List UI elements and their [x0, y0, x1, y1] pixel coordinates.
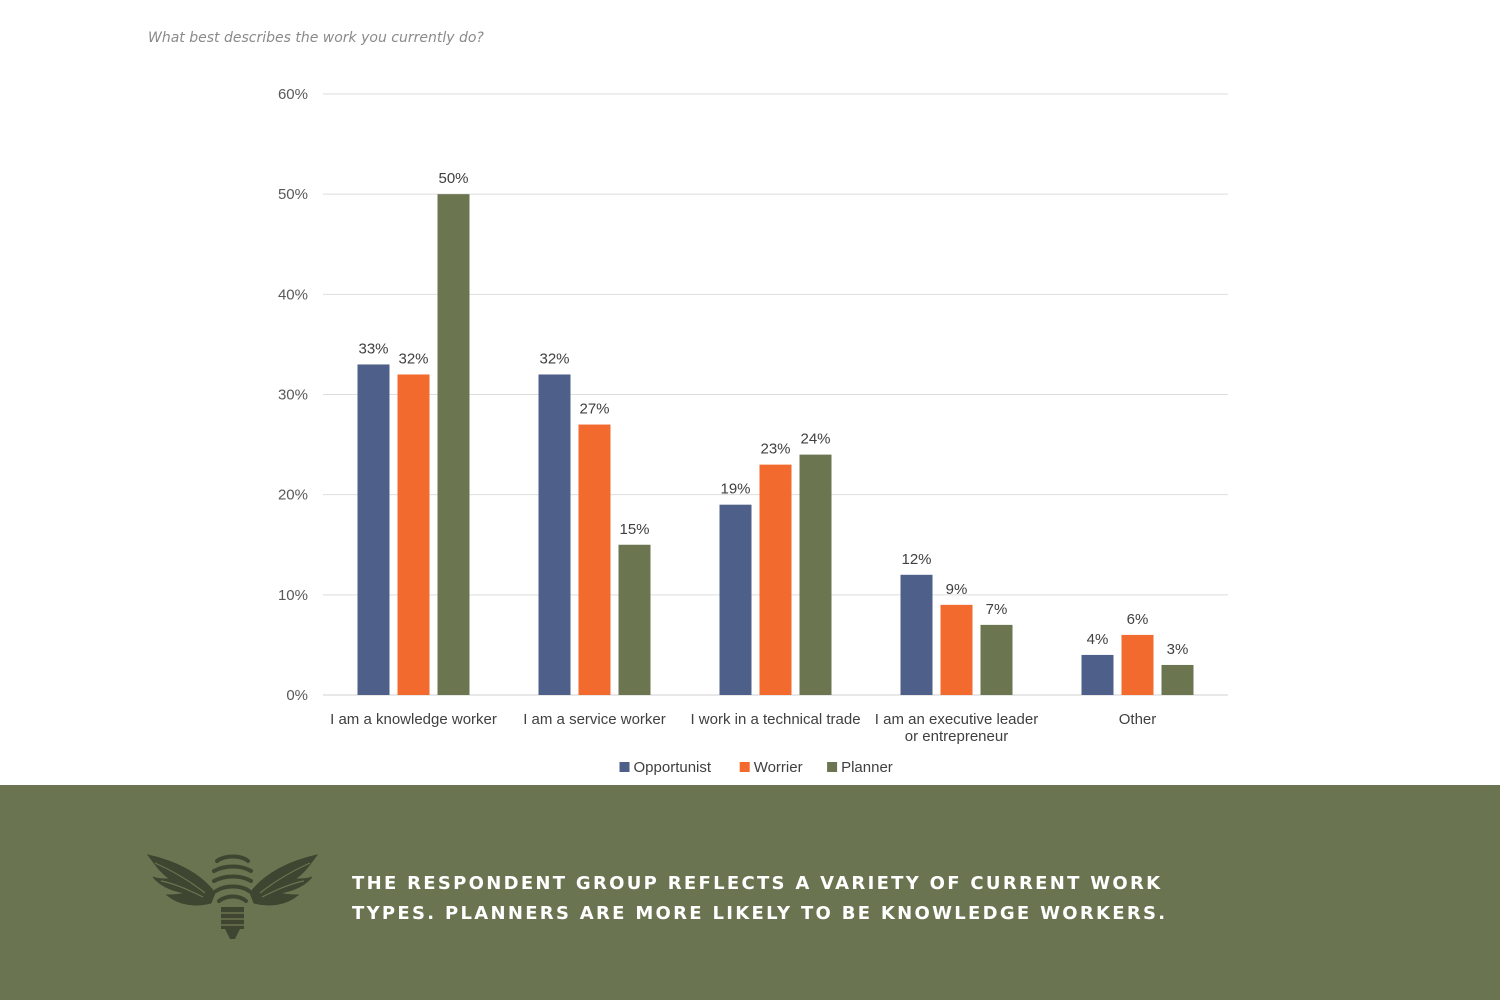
data-label: 7%: [986, 601, 1008, 618]
bar-opportunist: [719, 504, 752, 695]
bar-opportunist: [357, 364, 390, 695]
bar-opportunist: [900, 574, 933, 695]
data-label: 33%: [358, 340, 388, 357]
data-label: 50%: [438, 170, 468, 187]
data-label: 6%: [1127, 611, 1149, 628]
data-label: 32%: [539, 350, 569, 367]
x-category-label: I am an executive leader or entrepreneur: [875, 711, 1038, 745]
bar-planner: [618, 544, 651, 695]
data-label: 12%: [901, 551, 931, 568]
y-axis: 0% 10% 20% 30% 40% 50% 60%: [278, 86, 308, 704]
bar-planner: [980, 624, 1013, 695]
bar-opportunist: [1081, 654, 1114, 695]
bar-worrier: [1121, 634, 1154, 695]
legend-item-opportunist: Opportunist: [619, 759, 712, 776]
legend: Opportunist Worrier Planner: [619, 759, 893, 776]
bar-chart: 0% 10% 20% 30% 40% 50% 60% 33% 32% 50% 32% 27% 15% 1…: [278, 86, 1228, 776]
bar-opportunist: [538, 374, 571, 695]
data-labels: 33% 32% 50% 32% 27% 15% 19% 23% 24% 12% 9% 7% 4% 6% 3%: [358, 170, 1188, 658]
data-label: 27%: [579, 401, 609, 418]
data-label: 3%: [1167, 641, 1189, 658]
winged-lightbulb-icon: [146, 854, 319, 939]
bar-planner: [437, 194, 470, 695]
y-tick-label: 60%: [278, 86, 308, 103]
data-label: 4%: [1087, 631, 1109, 648]
data-label: 9%: [946, 581, 968, 598]
legend-label: Planner: [841, 759, 893, 776]
data-label: 15%: [619, 521, 649, 538]
bar-worrier: [397, 374, 430, 695]
x-category-label: I work in a technical trade: [690, 711, 860, 728]
y-tick-label: 50%: [278, 186, 308, 203]
x-category-label: Other: [1119, 711, 1157, 728]
bar-planner: [1161, 664, 1194, 695]
bar-worrier: [940, 604, 973, 695]
x-category-label: I am a knowledge worker: [330, 711, 497, 728]
bars: [357, 194, 1194, 695]
y-tick-label: 0%: [286, 687, 308, 704]
data-label: 19%: [720, 481, 750, 498]
legend-swatch: [619, 762, 630, 772]
footer-summary-text: THE RESPONDENT GROUP REFLECTS A VARIETY …: [352, 873, 1168, 924]
data-label: 24%: [800, 431, 830, 448]
chart-question: What best describes the work you current…: [148, 30, 484, 46]
legend-swatch: [739, 762, 750, 772]
x-category-label: I am a service worker: [523, 711, 666, 728]
y-tick-label: 20%: [278, 487, 308, 504]
legend-swatch: [827, 762, 838, 772]
legend-label: Opportunist: [634, 759, 712, 776]
x-axis: I am a knowledge worker I am a service wo…: [330, 711, 1156, 745]
legend-label: Worrier: [754, 759, 803, 776]
bar-worrier: [759, 464, 792, 695]
y-tick-label: 30%: [278, 387, 308, 404]
legend-item-planner: Planner: [827, 759, 893, 776]
y-tick-label: 40%: [278, 286, 308, 303]
footer-banner: THE RESPONDENT GROUP REFLECTS A VARIETY …: [0, 785, 1500, 1000]
y-tick-label: 10%: [278, 587, 308, 604]
data-label: 23%: [760, 441, 790, 458]
legend-item-worrier: Worrier: [739, 759, 803, 776]
bar-planner: [799, 454, 832, 695]
data-label: 32%: [398, 350, 428, 367]
bar-worrier: [578, 424, 611, 695]
